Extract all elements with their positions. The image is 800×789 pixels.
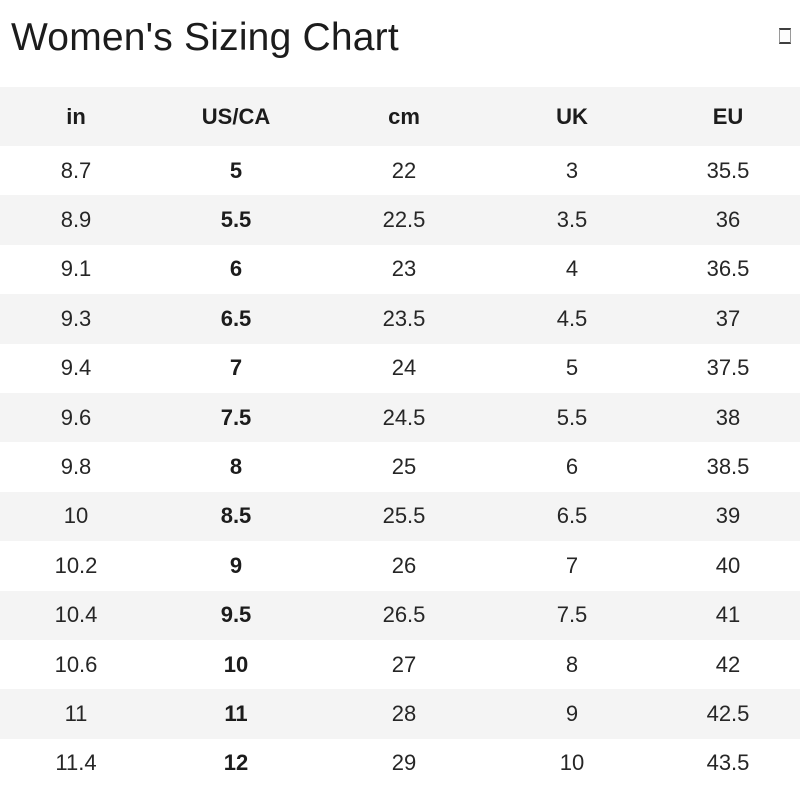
cell-eu: 38.5 [706,454,750,480]
cell-us-ca: 6.5 [220,305,252,331]
cell-us-ca: 5 [229,157,243,183]
cell-in: 9.8 [60,454,92,480]
cell-cm: 22 [391,157,417,183]
cell-cm: 22.5 [382,207,426,233]
table-row: 9.8 8 25 6 38.5 [0,442,800,492]
cell-eu: 36 [715,207,741,233]
cell-in: 10.4 [54,602,98,628]
cell-eu: 43.5 [706,750,750,776]
column-header-uk: UK [488,87,656,146]
cell-eu: 39 [715,503,741,529]
cell-uk: 5 [565,355,579,381]
table-row: 8.9 5.5 22.5 3.5 36 [0,195,800,245]
cell-us-ca: 6 [229,256,243,282]
cell-uk: 3.5 [556,207,588,233]
cell-in: 8.7 [60,157,92,183]
cell-eu: 37 [715,305,741,331]
cell-us-ca: 5.5 [220,207,252,233]
cell-us-ca: 7 [229,355,243,381]
cell-cm: 23.5 [382,305,426,331]
cell-cm: 23 [391,256,417,282]
cell-cm: 27 [391,651,417,677]
cell-uk: 4.5 [556,305,588,331]
cell-eu: 40 [715,552,741,578]
cell-in: 8.9 [60,207,92,233]
cell-uk: 6.5 [556,503,588,529]
cell-uk: 10 [559,750,585,776]
column-header-us-ca: US/CA [152,87,320,146]
cell-in: 10.6 [54,651,98,677]
cell-uk: 7 [565,552,579,578]
cell-eu: 42.5 [706,700,750,726]
cell-us-ca: 9.5 [220,602,252,628]
cell-eu: 36.5 [706,256,750,282]
panel-header: Women's Sizing Chart [0,0,800,87]
cell-uk: 4 [565,256,579,282]
cell-in: 9.6 [60,404,92,430]
cell-uk: 5.5 [556,404,588,430]
cell-us-ca: 7.5 [220,404,252,430]
table-row: 9.4 7 24 5 37.5 [0,343,800,393]
table-row: 8.7 5 22 3 35.5 [0,146,800,196]
cell-us-ca: 10 [223,651,249,677]
cell-us-ca: 8.5 [220,503,252,529]
sizing-table: in US/CA cm UK EU 8.7 5 22 3 35.5 8.9 5.5 22.5 3.5 36… [0,87,800,789]
page-title: Women's Sizing Chart [11,16,399,59]
table-body: 8.7 5 22 3 35.5 8.9 5.5 22.5 3.5 36 9.1 6 23 4 36.5 9.3… [0,146,800,789]
cell-in: 10 [63,503,89,529]
cell-us-ca: 11 [224,700,248,726]
cell-in: 10.2 [54,552,98,578]
cell-eu: 41 [715,602,741,628]
table-row: 10.2 9 26 7 40 [0,541,800,591]
cell-cm: 25 [391,454,417,480]
cell-in: 9.1 [60,256,92,282]
table-row: 10.6 10 27 8 42 [0,639,800,690]
table-row: 11 11 28 9 42.5 [0,689,800,739]
cell-eu: 38 [715,404,741,430]
cell-us-ca: 12 [223,750,249,776]
table-header-row: in US/CA cm UK EU [0,87,800,146]
cell-cm: 26 [391,552,417,578]
table-row: 10 8.5 25.5 6.5 39 [0,491,800,542]
table-row: 9.6 7.5 24.5 5.5 38 [0,392,800,443]
cell-uk: 7.5 [556,602,588,628]
cell-us-ca: 9 [229,552,243,578]
cell-uk: 8 [565,651,579,677]
cell-cm: 25.5 [382,503,426,529]
column-header-cm: cm [320,87,488,146]
cell-eu: 37.5 [706,355,750,381]
cell-cm: 28 [391,700,417,726]
cell-eu: 42 [715,651,741,677]
cell-in: 11.4 [55,750,97,776]
cell-uk: 3 [565,157,579,183]
cell-in: 9.4 [60,355,92,381]
cell-us-ca: 8 [229,454,243,480]
table-row: 10.4 9.5 26.5 7.5 41 [0,590,800,640]
column-header-eu: EU [656,87,800,146]
cell-eu: 35.5 [706,157,750,183]
table-row: 11.4 12 29 10 43.5 [0,738,800,789]
table-row: 9.3 6.5 23.5 4.5 37 [0,294,800,344]
cell-cm: 29 [391,750,417,776]
cell-uk: 6 [565,454,579,480]
cell-cm: 24.5 [382,404,426,430]
cell-uk: 9 [565,700,579,726]
cell-cm: 24 [391,355,417,381]
close-icon[interactable] [779,28,791,44]
cell-in: 9.3 [60,305,92,331]
table-row: 9.1 6 23 4 36.5 [0,244,800,295]
cell-cm: 26.5 [382,602,426,628]
cell-in: 11 [64,700,88,726]
column-header-in: in [0,87,152,146]
